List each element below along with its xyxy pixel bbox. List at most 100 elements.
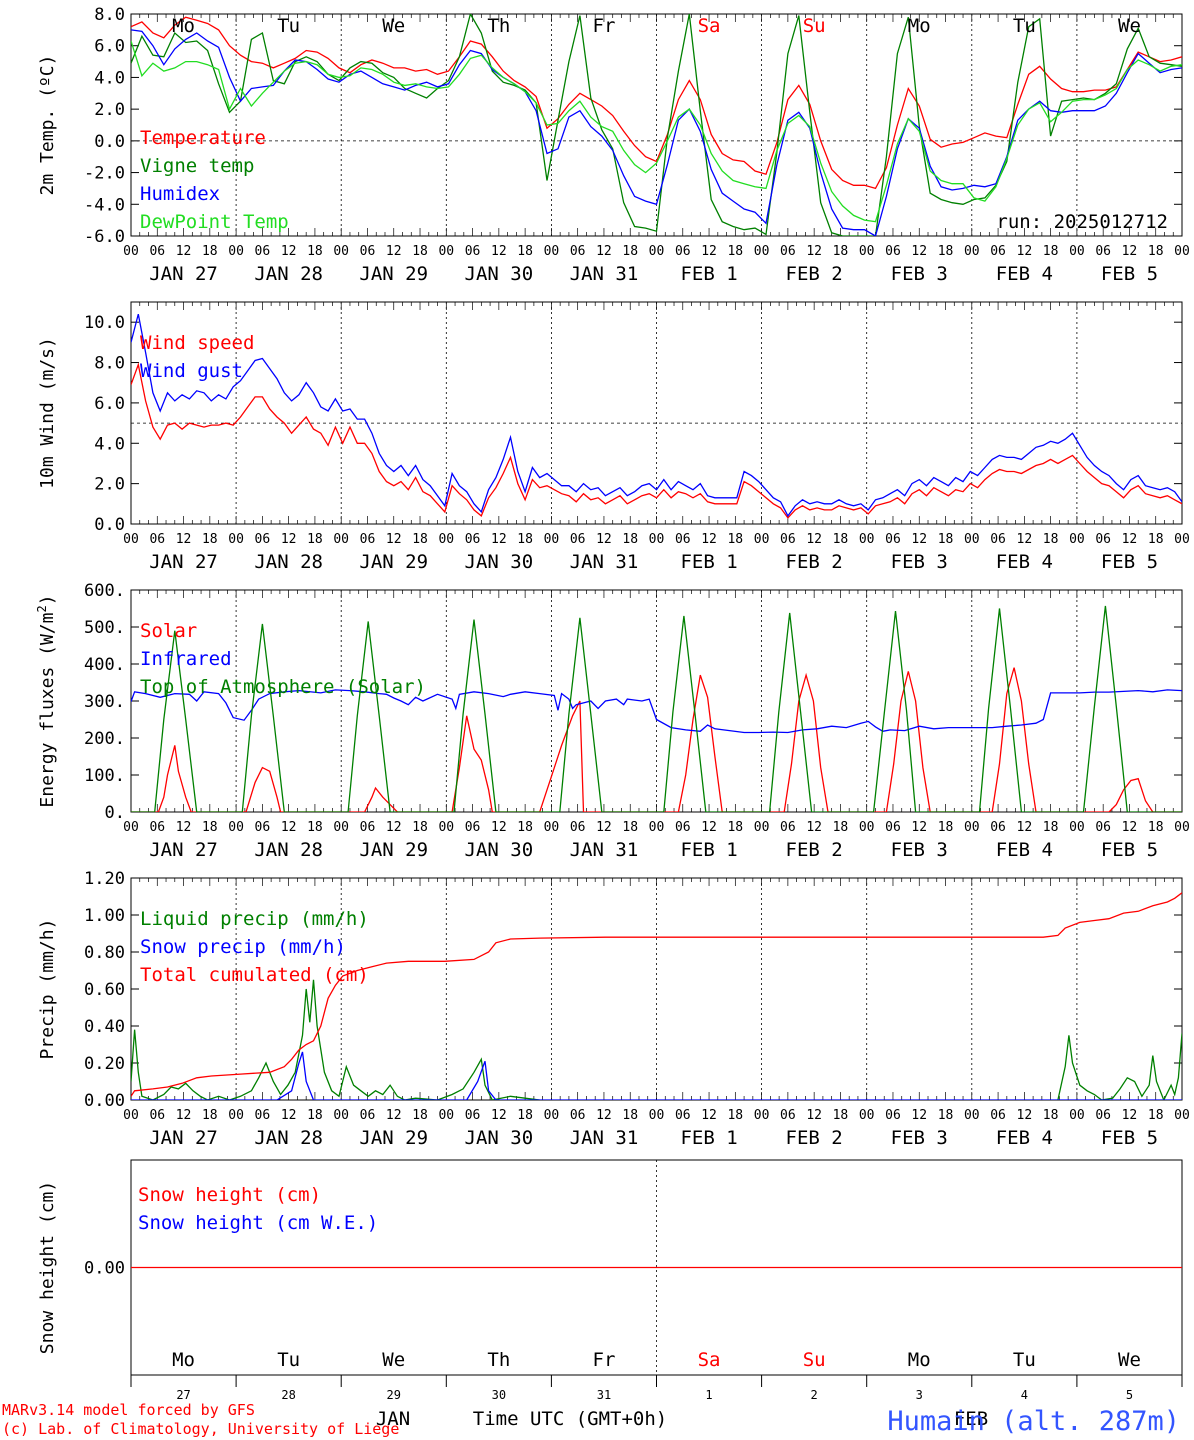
hour-label: 12 <box>1017 820 1033 835</box>
y-tick-label: 100. <box>84 766 125 786</box>
y-tick-label: 8.0 <box>94 5 125 25</box>
hour-label: 00 <box>123 244 139 259</box>
hour-label: 12 <box>176 820 192 835</box>
date-label: FEB 5 <box>1101 263 1158 285</box>
footer: MARv3.14 model forced by GFS(c) Lab. of … <box>2 1401 1180 1438</box>
hour-label: 06 <box>780 1108 796 1123</box>
hour-label: 12 <box>281 532 297 547</box>
hour-label: 06 <box>990 244 1006 259</box>
hour-label: 00 <box>649 532 665 547</box>
hour-label: 06 <box>675 532 691 547</box>
hour-label: 18 <box>1043 244 1059 259</box>
day-label: Fr <box>593 1349 616 1371</box>
y-tick-label: 600. <box>84 581 125 601</box>
hour-label: 06 <box>780 244 796 259</box>
hour-label: 18 <box>622 1108 638 1123</box>
y-tick-label: -2.0 <box>84 164 125 184</box>
y-tick-label: 300. <box>84 692 125 712</box>
y-tick-label: 4.0 <box>94 68 125 88</box>
legend-entry: Temperature <box>140 127 266 149</box>
legend-entry: Snow height (cm W.E.) <box>138 1212 378 1234</box>
y-tick-label: 0.0 <box>94 515 125 535</box>
legend-entry: Total cumulated (cm) <box>140 964 369 986</box>
legend-entry: DewPoint Temp <box>140 211 289 233</box>
date-label: FEB 3 <box>891 1127 948 1149</box>
hour-label: 00 <box>1174 820 1190 835</box>
hour-label: 18 <box>1148 1108 1164 1123</box>
series-group <box>131 892 1182 1100</box>
hour-label: 06 <box>255 532 271 547</box>
hour-label: 18 <box>517 532 533 547</box>
date-label: FEB 1 <box>680 551 737 573</box>
hour-label: 00 <box>228 244 244 259</box>
day-label: Tu <box>1013 1349 1036 1371</box>
series-group <box>131 313 1182 519</box>
date-label: FEB 5 <box>1101 839 1158 861</box>
date-label: JAN 30 <box>465 839 534 861</box>
day-label: We <box>382 1349 405 1371</box>
series-group <box>131 14 1182 236</box>
hour-label: 00 <box>964 820 980 835</box>
date-label: FEB 2 <box>786 1127 843 1149</box>
date-label: FEB 4 <box>996 1127 1053 1149</box>
date-label: JAN 29 <box>359 551 428 573</box>
series-group <box>131 605 1182 812</box>
series-line-solar <box>131 667 1182 812</box>
hour-label: 06 <box>360 244 376 259</box>
hour-label: 18 <box>412 1108 428 1123</box>
series-line-liquid-precip-mm-h <box>1057 1033 1182 1100</box>
hour-label: 18 <box>412 820 428 835</box>
hour-label: 06 <box>360 820 376 835</box>
hour-label: 00 <box>228 1108 244 1123</box>
hour-label: 12 <box>1122 1108 1138 1123</box>
hour-label: 18 <box>1043 532 1059 547</box>
hour-label: 06 <box>255 820 271 835</box>
hour-label: 00 <box>123 820 139 835</box>
day-label: Su <box>803 15 826 37</box>
date-label: FEB 1 <box>680 263 737 285</box>
hour-label: 12 <box>1017 532 1033 547</box>
hour-label: 06 <box>570 244 586 259</box>
hour-label: 12 <box>806 244 822 259</box>
panel-2: 0.0 2.0 4.0 6.0 8.0 10.0 00 06 12 18 00 06 12 18 00 06 1… <box>37 301 1190 573</box>
hour-label: 00 <box>438 820 454 835</box>
date-label: FEB 5 <box>1101 1127 1158 1149</box>
legend-entry: Wind speed <box>140 332 254 354</box>
day-label: Tu <box>277 15 300 37</box>
y-tick-label: 200. <box>84 729 125 749</box>
hour-label: 00 <box>964 532 980 547</box>
hour-label: 06 <box>570 532 586 547</box>
hour-label: 18 <box>202 532 218 547</box>
month-label-feb: FEB <box>954 1408 988 1430</box>
date-label: JAN 28 <box>254 1127 323 1149</box>
legend-entry: Wind gust <box>140 360 243 382</box>
date-label: FEB 4 <box>996 551 1053 573</box>
hour-label: 18 <box>622 532 638 547</box>
hour-label: 06 <box>990 820 1006 835</box>
hour-label: 12 <box>596 532 612 547</box>
date-label: JAN 31 <box>570 839 639 861</box>
hour-label: 18 <box>833 244 849 259</box>
hour-label: 00 <box>1174 1108 1190 1123</box>
hour-label: 18 <box>307 820 323 835</box>
day-label: Sa <box>698 1349 721 1371</box>
hour-label: 00 <box>544 1108 560 1123</box>
day-label: Mo <box>908 15 931 37</box>
date-label: JAN 27 <box>149 263 218 285</box>
hour-label: 18 <box>938 1108 954 1123</box>
hour-label: 18 <box>1043 1108 1059 1123</box>
hour-label: 12 <box>1017 244 1033 259</box>
hour-label: 06 <box>1095 1108 1111 1123</box>
hour-label: 06 <box>1095 820 1111 835</box>
hour-label: 18 <box>727 820 743 835</box>
day-number: 5 <box>1126 1388 1133 1402</box>
hour-label: 06 <box>675 820 691 835</box>
legend-entry: Snow height (cm) <box>138 1184 321 1206</box>
hour-label: 18 <box>412 532 428 547</box>
hour-label: 18 <box>622 820 638 835</box>
hour-label: 00 <box>333 820 349 835</box>
date-label: FEB 3 <box>891 551 948 573</box>
hour-label: 12 <box>176 244 192 259</box>
hour-label: 18 <box>517 1108 533 1123</box>
